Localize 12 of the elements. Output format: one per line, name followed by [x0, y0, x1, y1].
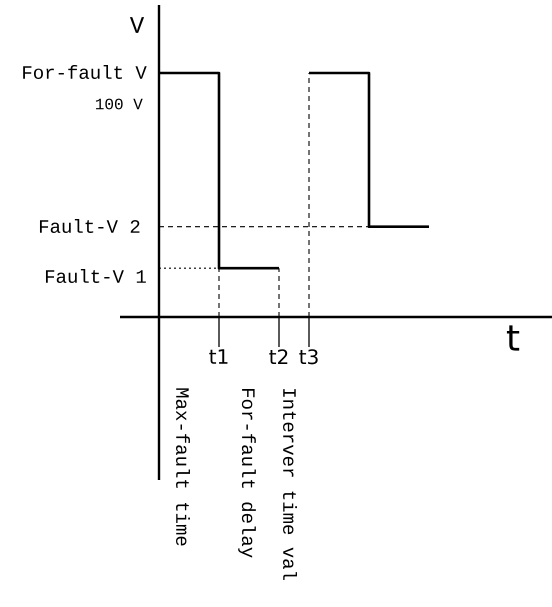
- text: Interver time val: [283, 389, 297, 580]
- x-axis-title: t: [506, 325, 520, 351]
- annotation: Fault-V 1: [46, 269, 146, 283]
- annotation: For-fault V: [23, 65, 147, 79]
- y-axis-title: V: [130, 17, 144, 33]
- text: Fault-V 2: [40, 219, 140, 233]
- x-tick-label: t2: [269, 349, 288, 364]
- text: For-fault delay: [238, 389, 256, 558]
- text: Max-fault time: [176, 388, 190, 546]
- x-tick-label: t3: [299, 349, 318, 364]
- x-tick-label: t1: [209, 349, 228, 364]
- text: 100 V: [96, 98, 143, 110]
